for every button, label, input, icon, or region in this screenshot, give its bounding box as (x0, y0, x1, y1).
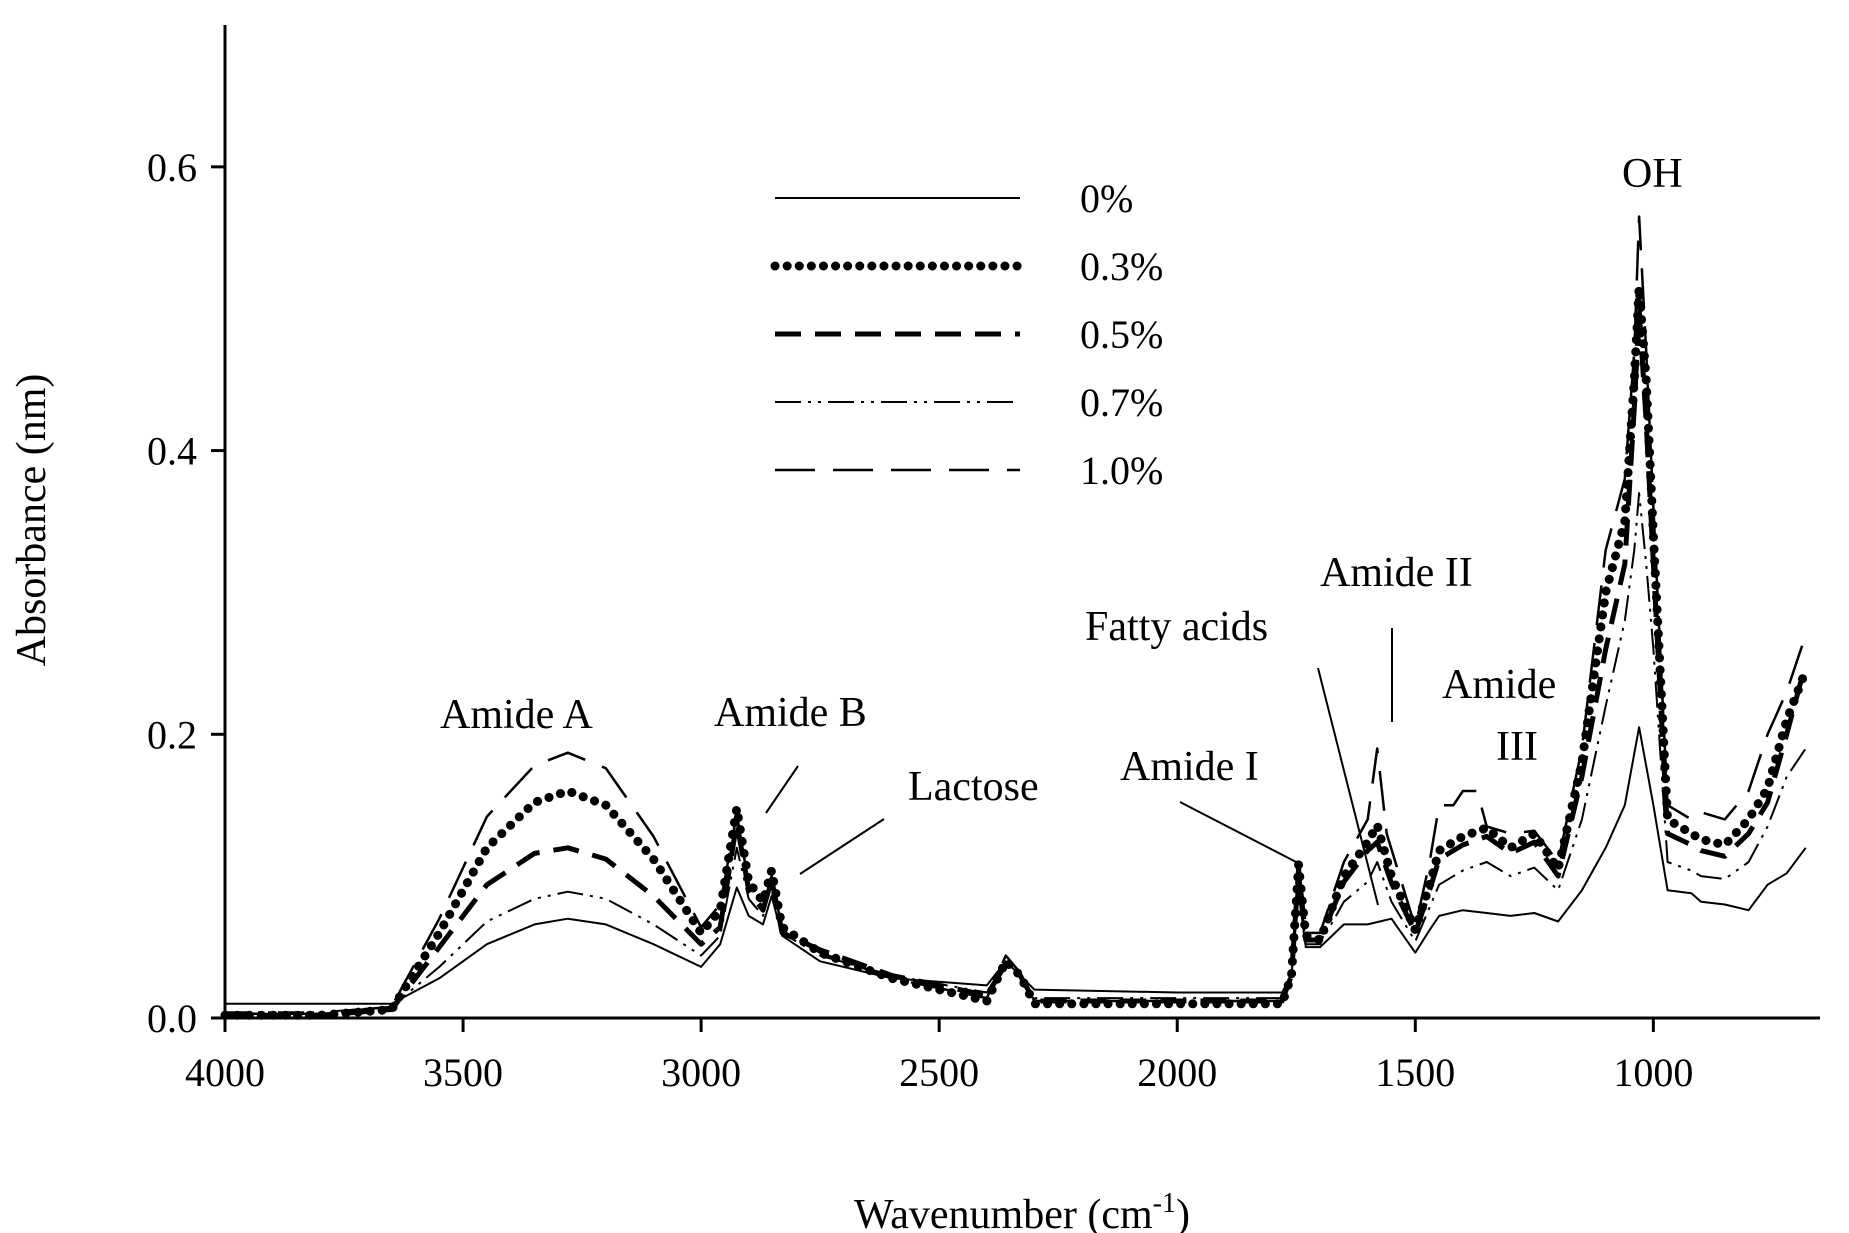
y-ticks: 0.0 0.2 0.4 0.6 (147, 145, 225, 1041)
x-tick-label: 3000 (661, 1050, 741, 1095)
annotation-amide-iii-line1: Amide (1442, 662, 1556, 708)
x-axis-label: Wavenumber (cm-1) (854, 1188, 1190, 1233)
axes (223, 25, 1820, 1020)
x-tick-label: 2500 (899, 1050, 979, 1095)
annotation-amide-ii: Amide II (1320, 550, 1473, 596)
y-tick-label: 0.2 (147, 712, 197, 757)
y-axis-label: Absorbance (nm) (9, 374, 55, 667)
series-line-0p7pct (225, 492, 1807, 1014)
series-line-1p0pct (225, 215, 1807, 1015)
legend-label: 0.5% (1080, 312, 1163, 357)
x-tick-label: 4000 (185, 1050, 265, 1095)
plot-lines (220, 215, 1811, 1020)
annotation-lactose: Lactose (908, 764, 1039, 810)
pointer-amide-b (765, 765, 799, 814)
series-line-0p3pct (220, 282, 1811, 1020)
series-line-0pct (225, 726, 1807, 1005)
x-axis-label-close: ) (1176, 1192, 1190, 1233)
x-axis-label-superscript: -1 (1153, 1188, 1176, 1219)
y-tick-label: 0.4 (147, 429, 197, 474)
x-tick-label: 3500 (423, 1050, 503, 1095)
series-line-0p5pct (225, 306, 1809, 1018)
annotation-amide-a: Amide A (440, 692, 593, 738)
legend-label: 0.7% (1080, 380, 1163, 425)
x-ticks: 4000 3500 3000 2500 2000 1500 1000 (185, 1018, 1693, 1095)
annotations: Amide A Amide B Lactose Amide I Fatty ac… (440, 151, 1683, 906)
annotation-fatty-acids: Fatty acids (1085, 604, 1268, 650)
legend-label: 0% (1080, 176, 1133, 221)
pointer-lactose (799, 818, 885, 875)
legend-label: 1.0% (1080, 448, 1163, 493)
y-tick-label: 0.6 (147, 145, 197, 190)
x-axis-label-main: Wavenumber (cm (854, 1192, 1153, 1233)
annotation-oh: OH (1622, 151, 1683, 197)
pointer-amide-i (1179, 801, 1301, 865)
y-tick-label: 0.0 (147, 996, 197, 1041)
x-tick-label: 1500 (1375, 1050, 1455, 1095)
pointer-fatty-acids (1317, 667, 1379, 906)
annotation-amide-b: Amide B (714, 690, 867, 736)
legend: 0% 0.3% 0.5% 0.7% 1.0% (770, 176, 1163, 493)
x-tick-label: 1000 (1613, 1050, 1693, 1095)
annotation-amide-i: Amide I (1120, 744, 1259, 790)
x-tick-label: 2000 (1137, 1050, 1217, 1095)
legend-label: 0.3% (1080, 244, 1163, 289)
annotation-amide-iii-line2: III (1496, 724, 1538, 770)
